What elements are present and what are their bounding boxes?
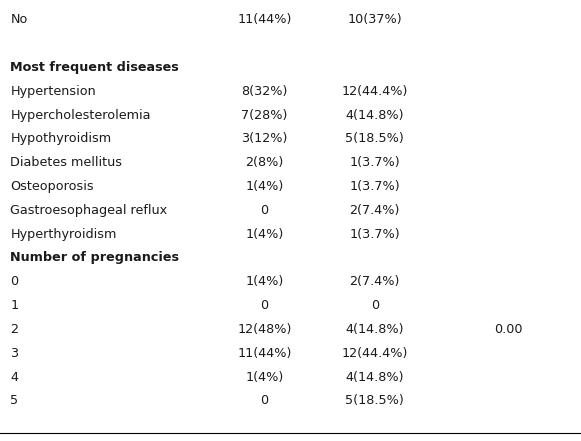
Text: 0: 0 bbox=[10, 275, 19, 288]
Text: 8(32%): 8(32%) bbox=[241, 85, 288, 98]
Text: 5(18.5%): 5(18.5%) bbox=[345, 132, 404, 146]
Text: 12(44.4%): 12(44.4%) bbox=[342, 347, 408, 360]
Text: 10(37%): 10(37%) bbox=[347, 13, 402, 26]
Text: 1(4%): 1(4%) bbox=[245, 370, 284, 384]
Text: 2: 2 bbox=[10, 323, 19, 336]
Text: 1(4%): 1(4%) bbox=[245, 275, 284, 288]
Text: 0: 0 bbox=[260, 204, 268, 217]
Text: 7(28%): 7(28%) bbox=[241, 108, 288, 122]
Text: Number of pregnancies: Number of pregnancies bbox=[10, 251, 180, 265]
Text: Diabetes mellitus: Diabetes mellitus bbox=[10, 156, 123, 169]
Text: Osteoporosis: Osteoporosis bbox=[10, 180, 94, 193]
Text: Most frequent diseases: Most frequent diseases bbox=[10, 61, 179, 74]
Text: No: No bbox=[10, 13, 28, 26]
Text: 4: 4 bbox=[10, 370, 19, 384]
Text: 12(48%): 12(48%) bbox=[237, 323, 292, 336]
Text: 0: 0 bbox=[371, 299, 379, 312]
Text: 0: 0 bbox=[260, 299, 268, 312]
Text: 11(44%): 11(44%) bbox=[237, 347, 292, 360]
Text: 1: 1 bbox=[10, 299, 19, 312]
Text: Hypertension: Hypertension bbox=[10, 85, 96, 98]
Text: 1(4%): 1(4%) bbox=[245, 180, 284, 193]
Text: 3: 3 bbox=[10, 347, 19, 360]
Text: Hypercholesterolemia: Hypercholesterolemia bbox=[10, 108, 151, 122]
Text: 2(7.4%): 2(7.4%) bbox=[350, 275, 400, 288]
Text: 1(3.7%): 1(3.7%) bbox=[349, 228, 400, 241]
Text: Gastroesophageal reflux: Gastroesophageal reflux bbox=[10, 204, 167, 217]
Text: 5(18.5%): 5(18.5%) bbox=[345, 394, 404, 407]
Text: 0: 0 bbox=[260, 394, 268, 407]
Text: 1(3.7%): 1(3.7%) bbox=[349, 156, 400, 169]
Text: Hyperthyroidism: Hyperthyroidism bbox=[10, 228, 117, 241]
Text: Hypothyroidism: Hypothyroidism bbox=[10, 132, 112, 146]
Text: 4(14.8%): 4(14.8%) bbox=[346, 323, 404, 336]
Text: 2(7.4%): 2(7.4%) bbox=[350, 204, 400, 217]
Text: 3(12%): 3(12%) bbox=[241, 132, 288, 146]
Text: 1(4%): 1(4%) bbox=[245, 228, 284, 241]
Text: 4(14.8%): 4(14.8%) bbox=[346, 108, 404, 122]
Text: 0.00: 0.00 bbox=[494, 323, 523, 336]
Text: 4(14.8%): 4(14.8%) bbox=[346, 370, 404, 384]
Text: 1(3.7%): 1(3.7%) bbox=[349, 180, 400, 193]
Text: 12(44.4%): 12(44.4%) bbox=[342, 85, 408, 98]
Text: 11(44%): 11(44%) bbox=[237, 13, 292, 26]
Text: 5: 5 bbox=[10, 394, 19, 407]
Text: 2(8%): 2(8%) bbox=[245, 156, 284, 169]
